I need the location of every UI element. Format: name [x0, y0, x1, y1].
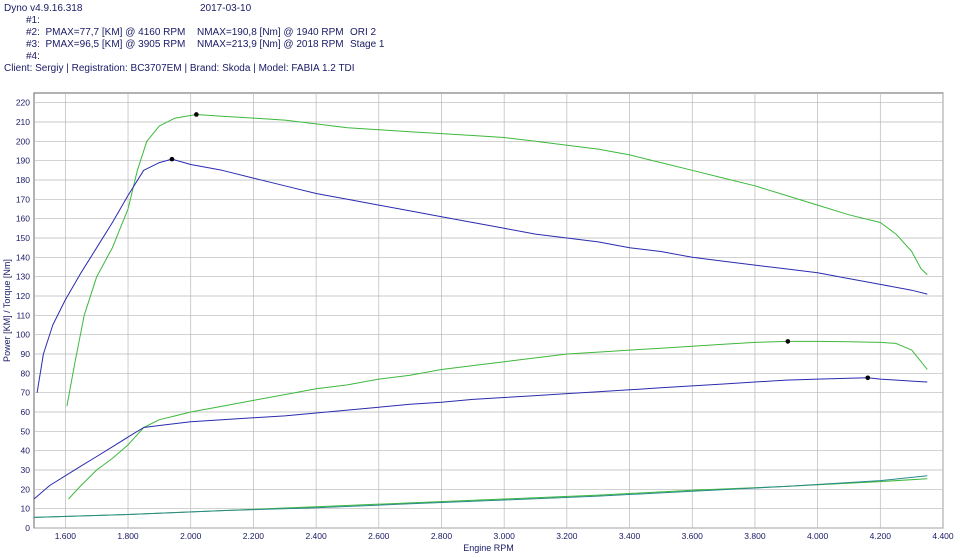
- run3-power-max: #3: PMAX=96,5 [KM] @ 3905 RPM: [26, 39, 186, 50]
- x-tick-label: 3.000: [494, 531, 516, 541]
- series-line-ori2-torque: [36, 158, 928, 393]
- x-tick-label: 3.400: [619, 531, 641, 541]
- y-tick-label: 140: [16, 252, 30, 262]
- y-tick-label: 50: [21, 426, 31, 436]
- y-axis-label: Power [KM] / Torque [Nm]: [2, 259, 12, 362]
- y-tick-label: 110: [16, 310, 30, 320]
- run3-name: Stage 1: [350, 39, 385, 50]
- y-tick-label: 10: [21, 504, 31, 514]
- x-tick-label: 2.200: [243, 531, 265, 541]
- test-date: 2017-03-10: [200, 3, 252, 14]
- run4-label: #4:: [26, 51, 40, 62]
- run2-name: ORI 2: [350, 27, 377, 38]
- series-line-loss-ori2: [33, 475, 928, 518]
- plot-area: [33, 92, 944, 529]
- x-tick-label: 2.800: [431, 531, 453, 541]
- y-tick-label: 120: [16, 291, 30, 301]
- y-tick-label: 190: [16, 156, 30, 166]
- y-tick-label: 170: [16, 194, 30, 204]
- x-tick-label: 1.800: [117, 531, 139, 541]
- run2-power-max: #2: PMAX=77,7 [KM] @ 4160 RPM: [26, 27, 186, 38]
- series-line-ori2-power: [33, 377, 928, 500]
- x-tick-label: 4.200: [870, 531, 892, 541]
- y-tick-label: 40: [21, 446, 31, 456]
- peak-marker: [194, 112, 199, 117]
- y-tick-label: 160: [16, 214, 30, 224]
- y-tick-label: 220: [16, 98, 30, 108]
- y-tick-label: 180: [16, 175, 30, 185]
- peak-marker: [865, 375, 871, 381]
- run1-label: #1:: [26, 15, 40, 26]
- y-tick-label: 200: [16, 136, 30, 146]
- x-tick-label: 4.000: [807, 531, 829, 541]
- x-tick-label: 2.600: [368, 531, 390, 541]
- x-tick-label: 1.600: [55, 531, 77, 541]
- peak-marker: [785, 339, 791, 344]
- y-tick-label: 130: [16, 272, 30, 282]
- x-axis-label: Engine RPM: [463, 543, 514, 553]
- x-tick-label: 3.800: [744, 531, 766, 541]
- x-tick-label: 3.200: [556, 531, 578, 541]
- y-tick-label: 150: [16, 233, 30, 243]
- x-tick-label: 3.600: [682, 531, 704, 541]
- y-tick-label: 80: [21, 368, 31, 378]
- run3-torque-max: NMAX=213,9 [Nm] @ 2018 RPM: [197, 39, 344, 50]
- x-tick-label: 2.400: [305, 531, 327, 541]
- app-version: Dyno v4.9.16.318: [4, 3, 83, 14]
- y-tick-label: 90: [21, 349, 31, 359]
- x-tick-label: 4.400: [932, 531, 954, 541]
- y-tick-label: 30: [21, 465, 31, 475]
- y-tick-label: 0: [25, 523, 30, 533]
- run2-torque-max: NMAX=190,8 [Nm] @ 1940 RPM: [197, 27, 344, 38]
- y-tick-label: 20: [21, 484, 31, 494]
- y-tick-label: 210: [16, 117, 30, 127]
- y-tick-label: 100: [16, 330, 30, 340]
- client-info: Client: Sergiy | Registration: BC3707EM …: [4, 63, 355, 74]
- series-line-stage1-torque: [66, 114, 928, 407]
- x-tick-label: 2.000: [180, 531, 202, 541]
- series-line-stage1-power: [68, 340, 928, 500]
- y-tick-label: 70: [21, 388, 31, 398]
- peak-marker: [169, 156, 175, 162]
- y-tick-label: 60: [21, 407, 31, 417]
